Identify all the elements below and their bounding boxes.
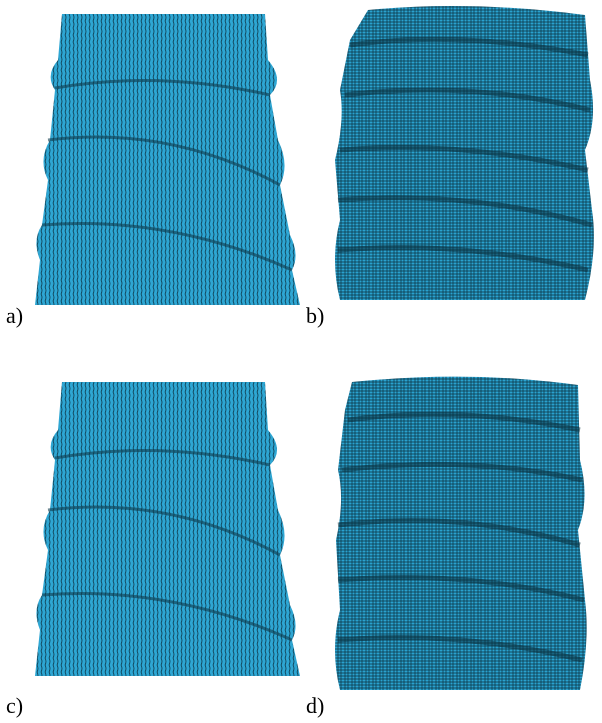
surface-a: [35, 14, 300, 305]
surface-b: [335, 6, 594, 300]
surface-c: [35, 382, 300, 676]
panel-label: b): [306, 303, 324, 328]
surface-d: [335, 377, 587, 690]
figure: a) b) c) d): [0, 0, 602, 723]
panel-label: c): [6, 693, 23, 718]
panel-label: a): [6, 303, 23, 328]
panel-label: d): [306, 693, 324, 718]
